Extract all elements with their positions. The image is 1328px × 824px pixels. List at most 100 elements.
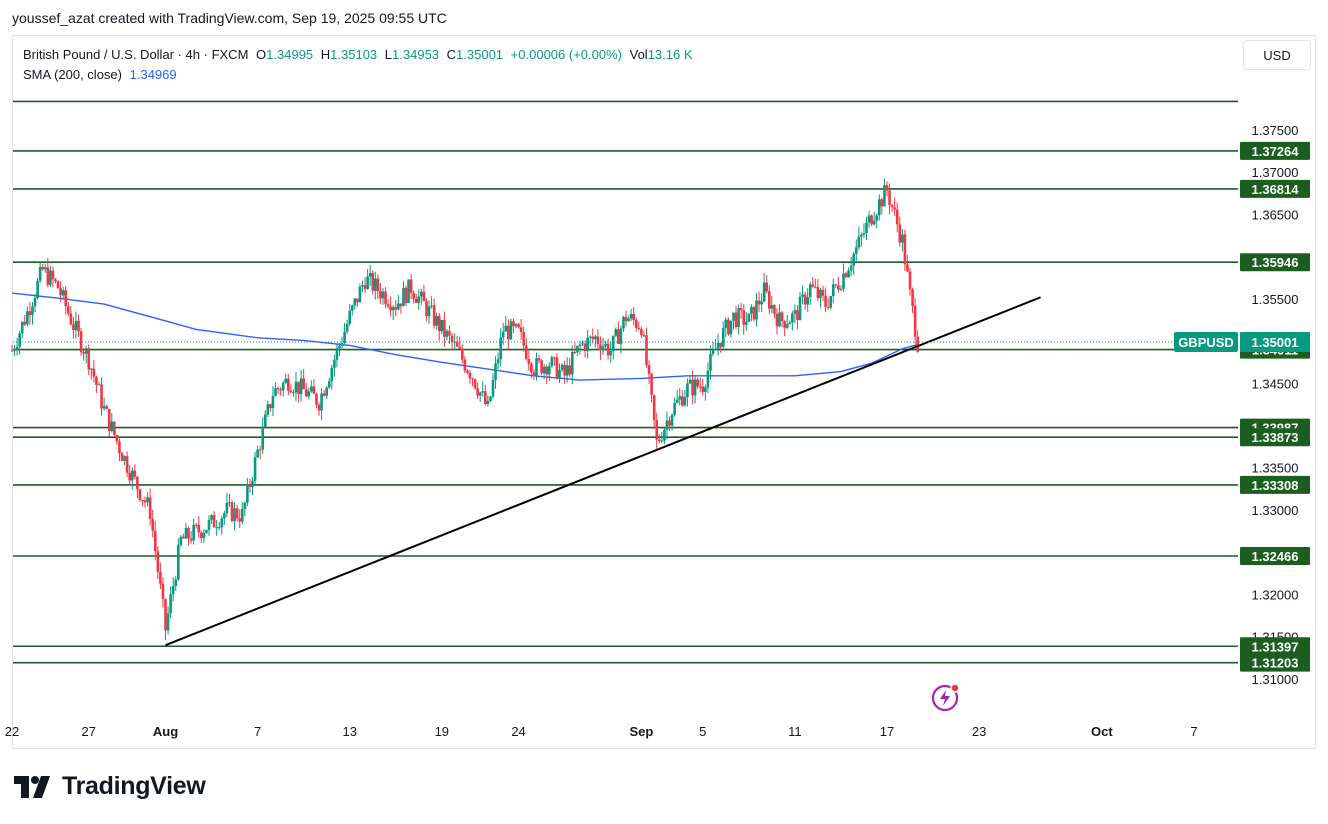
currency-button[interactable]: USD xyxy=(1243,40,1311,70)
candle-body xyxy=(115,435,119,442)
candle-body xyxy=(872,220,876,225)
candle-body xyxy=(197,525,201,533)
candle-body xyxy=(791,313,794,323)
lightning-icon[interactable] xyxy=(931,683,961,713)
candle xyxy=(499,328,502,367)
candle xyxy=(427,300,431,324)
candle xyxy=(353,297,357,310)
level-badge-bg xyxy=(1240,547,1310,566)
candle-body xyxy=(243,502,247,510)
x-axis-tick-label: 11 xyxy=(788,724,802,739)
candle-body xyxy=(793,310,797,314)
candle xyxy=(391,304,395,320)
candle-body xyxy=(527,359,531,364)
candle-body xyxy=(854,247,858,254)
candle-body xyxy=(862,232,866,235)
candle xyxy=(719,342,722,353)
candle xyxy=(576,345,579,356)
tradingview-logo[interactable]: TradingView xyxy=(14,772,206,801)
candle-body xyxy=(594,336,597,340)
candle-body xyxy=(340,343,344,346)
candle-body xyxy=(435,316,439,326)
candle xyxy=(317,402,321,416)
candle-body xyxy=(123,456,126,461)
candle xyxy=(517,322,520,329)
chart-frame[interactable] xyxy=(12,35,1316,749)
candle-body xyxy=(228,502,231,504)
candle-body xyxy=(560,364,564,370)
candle-body xyxy=(860,234,863,237)
level-price-badge: 1.37264 xyxy=(1240,141,1310,160)
candle xyxy=(261,417,265,455)
candle xyxy=(535,352,538,381)
candle xyxy=(220,516,224,535)
candle xyxy=(246,478,249,507)
candle xyxy=(194,523,198,529)
candle-body xyxy=(627,318,630,322)
candle xyxy=(100,377,103,416)
level-badge-bg xyxy=(1240,179,1310,198)
candle-body xyxy=(51,270,55,280)
candle-body xyxy=(220,518,224,528)
candle xyxy=(842,263,845,292)
candle-body xyxy=(489,396,492,401)
candle-body xyxy=(394,307,398,310)
candle-body xyxy=(486,400,490,404)
candle-body xyxy=(655,420,659,440)
x-axis-tick-label: Aug xyxy=(153,724,178,739)
x-axis-tick-label: 5 xyxy=(699,724,706,739)
candle-body xyxy=(660,440,664,442)
candle xyxy=(880,197,884,215)
level-badge-label: 1.33308 xyxy=(1252,478,1299,493)
candle xyxy=(371,270,375,295)
candle-body xyxy=(448,330,451,336)
candle xyxy=(501,322,505,345)
candle xyxy=(716,333,720,356)
candle-body xyxy=(307,391,311,397)
candle-body xyxy=(466,370,469,373)
candle-body xyxy=(297,381,300,395)
candle xyxy=(184,522,188,539)
candle xyxy=(87,344,91,376)
candle xyxy=(215,519,218,536)
candle-body xyxy=(688,379,692,384)
candle-body xyxy=(266,404,270,415)
candle-body xyxy=(420,291,423,297)
candle xyxy=(619,325,623,354)
candle xyxy=(115,434,119,446)
candle xyxy=(785,314,789,330)
candle-body xyxy=(801,294,804,297)
candle xyxy=(542,363,546,380)
x-axis-tick-label: Sep xyxy=(629,724,653,739)
candle xyxy=(883,178,886,207)
candle xyxy=(847,267,850,278)
brand-name: TradingView xyxy=(62,772,206,800)
candle-body xyxy=(54,279,57,282)
candle xyxy=(737,304,740,335)
legend-sma-row[interactable]: SMA (200, close) 1.34969 xyxy=(23,65,697,85)
candle-body xyxy=(120,453,124,461)
candle xyxy=(888,183,891,215)
candle xyxy=(796,305,799,330)
candle-body xyxy=(670,414,674,426)
candle xyxy=(105,404,108,410)
candle xyxy=(292,389,295,397)
candle xyxy=(330,364,334,390)
candle xyxy=(18,330,21,355)
candle xyxy=(420,288,423,306)
candle-body xyxy=(233,508,236,522)
candle-body xyxy=(223,513,226,519)
candle xyxy=(655,412,659,449)
candle xyxy=(581,340,584,347)
candle xyxy=(84,345,88,364)
candle-body xyxy=(176,544,180,580)
candle-body xyxy=(363,285,367,289)
y-axis-tick-label: 1.37500 xyxy=(1252,123,1299,138)
candle-body xyxy=(256,449,259,458)
candle xyxy=(407,279,410,304)
candle xyxy=(760,293,763,312)
candle xyxy=(294,371,298,402)
candle-body xyxy=(92,368,96,377)
candle xyxy=(673,397,676,417)
